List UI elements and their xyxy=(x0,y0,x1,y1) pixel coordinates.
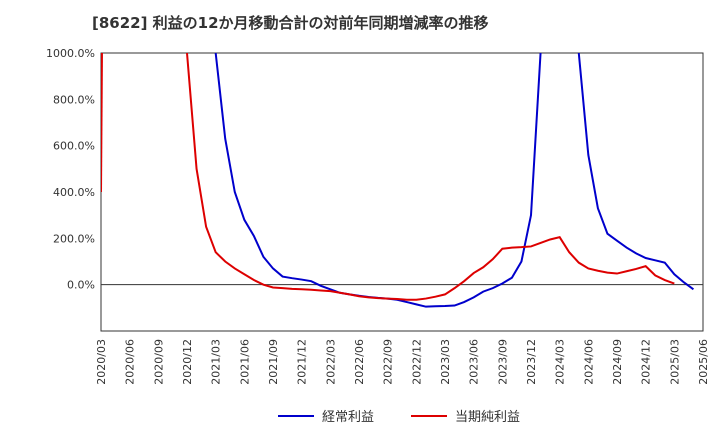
x-tick-label: 2021/09 xyxy=(267,339,280,385)
x-tick-label: 2023/03 xyxy=(439,339,452,385)
tick-label-layer: 0.0% 200.0% 400.0% 600.0% 800.0% 1000.0% 2020/… xyxy=(46,47,710,385)
x-tick-label: 2022/06 xyxy=(353,339,366,385)
y-tick-label: 800.0% xyxy=(53,93,95,106)
x-tick-label: 2025/03 xyxy=(668,339,681,385)
legend-label: 経常利益 xyxy=(322,410,374,425)
series-line-1-after-break xyxy=(577,53,695,291)
y-tick-label: 1000.0% xyxy=(46,47,95,60)
x-tick-label: 2021/03 xyxy=(210,339,223,385)
x-tick-label: 2023/06 xyxy=(468,339,481,385)
series-line-2 xyxy=(186,53,675,301)
x-tick-label: 2021/06 xyxy=(238,339,251,385)
y-tick-label: 0.0% xyxy=(67,279,95,292)
x-tick-label: 2020/12 xyxy=(181,339,194,385)
y-tick-label: 400.0% xyxy=(53,186,95,199)
x-tick-label: 2020/06 xyxy=(124,339,137,385)
x-tick-label: 2024/12 xyxy=(640,339,653,385)
y-tick-label: 200.0% xyxy=(53,232,95,245)
legend-label: 当期純利益 xyxy=(455,410,520,425)
x-tick-label: 2020/09 xyxy=(152,339,165,385)
x-tick-label: 2022/03 xyxy=(324,339,337,385)
x-tick-label: 2023/09 xyxy=(496,339,509,385)
x-tick-label: 2024/06 xyxy=(582,339,595,385)
x-tick-label: 2025/06 xyxy=(697,339,710,385)
legend: 経常利益 当期純利益 xyxy=(278,410,520,425)
x-tick-label: 2020/03 xyxy=(95,339,108,385)
series-line-2-start xyxy=(101,53,103,193)
x-tick-label: 2021/12 xyxy=(296,339,309,385)
x-tick-label: 2024/03 xyxy=(554,339,567,385)
x-tick-label: 2022/12 xyxy=(410,339,423,385)
x-tick-label: 2023/12 xyxy=(525,339,538,385)
chart-title: [8622] 利益の12か月移動合計の対前年同期増減率の推移 xyxy=(92,14,489,32)
series-layer xyxy=(101,53,695,308)
y-tick-label: 600.0% xyxy=(53,140,95,153)
x-tick-label: 2022/09 xyxy=(382,339,395,385)
x-tick-label: 2024/09 xyxy=(611,339,624,385)
